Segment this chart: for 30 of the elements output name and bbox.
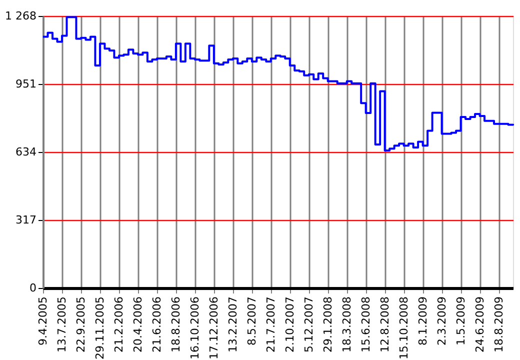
y-tick-label: 634 <box>16 146 36 158</box>
x-tick-label: 21.2.2006 <box>112 296 126 352</box>
x-tick-label: 15.10.2008 <box>397 296 410 360</box>
x-tick-label: 21.7.2007 <box>264 296 278 352</box>
x-tick-label: 1.5.2009 <box>454 296 468 346</box>
x-tick-label: 18.8.2009 <box>492 296 506 352</box>
x-tick-label: 13.7.2005 <box>55 296 68 352</box>
x-tick-label: 8.1.2009 <box>416 296 430 346</box>
x-tick-label: 24.6.2009 <box>473 296 486 352</box>
x-tick-label: 8.5.2007 <box>245 296 258 346</box>
x-tick-label: 29.1.2008 <box>321 296 334 352</box>
x-tick-label: 22.9.2005 <box>74 296 88 352</box>
y-tick-label: 0 <box>30 282 36 294</box>
y-tick-label: 951 <box>16 78 36 90</box>
x-tick-label: 29.11.2005 <box>93 296 106 360</box>
x-tick-label: 13.2.2007 <box>226 296 240 352</box>
x-tick-label: 5.12.2007 <box>302 296 316 352</box>
x-tick-label: 12.8.2008 <box>378 296 392 352</box>
x-tick-label: 18.3.2008 <box>340 296 354 352</box>
x-tick-label: 17.12.2006 <box>207 296 220 360</box>
x-tick-label: 9.4.2005 <box>36 296 50 346</box>
x-tick-label: 2.10.2007 <box>283 296 296 352</box>
x-tick-label: 15.6.2008 <box>359 296 372 352</box>
x-tick-label: 20.4.2006 <box>131 296 144 352</box>
x-tick-label: 2.3.2009 <box>435 296 448 346</box>
y-tick-label: 317 <box>16 214 36 226</box>
x-tick-label: 18.8.2006 <box>169 296 182 352</box>
x-tick-label: 21.6.2006 <box>150 296 164 352</box>
y-tick-label: 1 268 <box>5 10 36 22</box>
x-tick-label: 16.10.2006 <box>188 296 202 360</box>
